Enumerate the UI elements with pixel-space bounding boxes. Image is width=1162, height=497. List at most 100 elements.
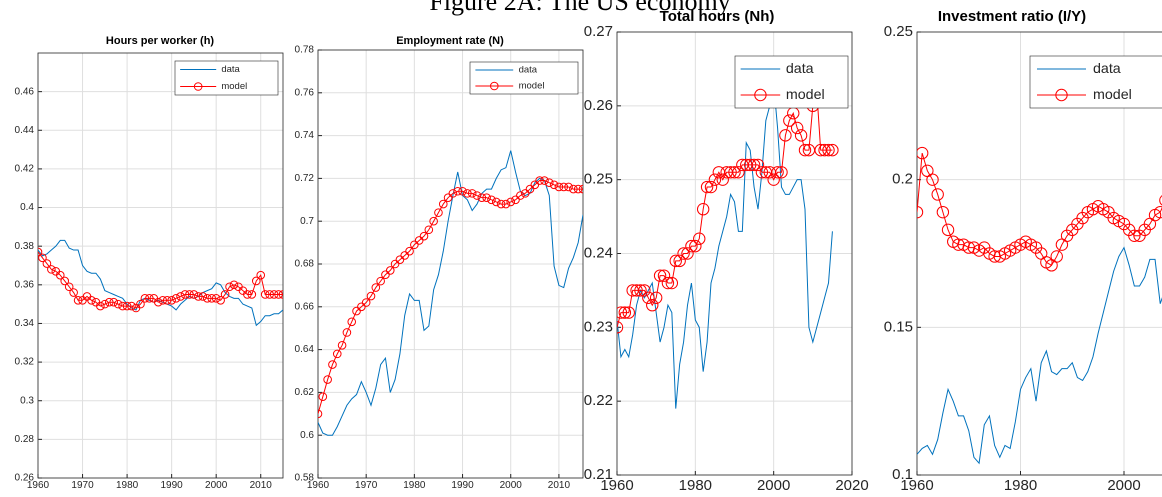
figure-title: Figure 2A: The US economy xyxy=(429,0,730,16)
series-marker xyxy=(118,301,127,311)
series-layer xyxy=(38,239,283,327)
series-marker xyxy=(818,143,831,157)
series-marker xyxy=(243,290,252,299)
series-marker xyxy=(926,173,939,186)
series-marker xyxy=(176,292,185,301)
series-marker xyxy=(530,180,540,190)
series-marker xyxy=(747,158,761,172)
series-marker xyxy=(689,239,702,253)
y-tick-label: 0.7 xyxy=(300,216,314,227)
series-marker xyxy=(790,121,804,135)
y-tick-label: 0.74 xyxy=(295,130,315,141)
y-tick-label: 0.44 xyxy=(15,125,35,136)
series-marker xyxy=(511,195,520,205)
series-marker xyxy=(328,360,337,369)
series-marker xyxy=(434,208,443,217)
y-tick-label: 0.38 xyxy=(15,241,35,252)
series-marker xyxy=(400,251,410,260)
y-tick-label: 0.42 xyxy=(15,164,35,175)
legend-label: data xyxy=(519,65,538,76)
series-marker xyxy=(525,184,535,194)
series-marker xyxy=(728,166,741,179)
legend-box xyxy=(174,60,279,96)
series-marker xyxy=(136,299,145,309)
series-marker xyxy=(371,283,381,292)
series-marker xyxy=(653,269,667,282)
series-marker xyxy=(779,129,792,142)
series-marker xyxy=(265,290,274,299)
legend-box xyxy=(469,61,579,95)
series-marker xyxy=(673,254,686,268)
x-tick-label: 2000 xyxy=(500,480,523,491)
series-marker xyxy=(202,294,212,303)
legend-label: data xyxy=(221,64,240,75)
series-marker xyxy=(573,184,583,194)
series-marker xyxy=(685,239,698,253)
series-marker xyxy=(109,297,119,307)
series-marker xyxy=(251,276,261,286)
series-line xyxy=(917,246,1162,465)
series-marker xyxy=(467,189,477,198)
series-marker xyxy=(693,232,706,245)
series-marker xyxy=(207,294,217,303)
axes-box xyxy=(317,49,584,479)
y-tick-label: 0.6 xyxy=(300,430,314,441)
legend-marker xyxy=(193,82,203,91)
x-tick-label: 1990 xyxy=(451,480,474,491)
x-tick-label: 2000 xyxy=(757,477,790,494)
series-marker xyxy=(458,186,467,196)
y-tick-label: 0.28 xyxy=(15,434,35,445)
series-marker xyxy=(211,294,221,303)
series-marker xyxy=(414,236,424,245)
series-layer xyxy=(318,150,583,436)
series-marker xyxy=(638,284,651,297)
x-tick-label: 2020 xyxy=(835,477,868,494)
series-marker xyxy=(405,246,414,256)
series-marker xyxy=(167,295,176,305)
series-marker xyxy=(549,180,559,190)
series-marker xyxy=(347,317,357,327)
series-marker xyxy=(617,306,628,319)
series-marker xyxy=(564,182,573,192)
x-tick-label: 1970 xyxy=(355,480,378,491)
x-tick-label: 1980 xyxy=(679,477,712,494)
series-marker xyxy=(569,184,578,194)
series-marker xyxy=(1050,250,1063,263)
series-marker xyxy=(55,270,65,280)
series-marker xyxy=(269,290,279,299)
series-marker xyxy=(696,203,710,216)
series-marker xyxy=(618,306,632,319)
series-marker xyxy=(113,299,123,309)
series-marker xyxy=(661,276,675,290)
series-marker xyxy=(424,225,434,235)
series-marker xyxy=(104,297,114,307)
series-line xyxy=(318,180,583,414)
series-marker xyxy=(826,143,839,157)
legend-label: model xyxy=(221,81,247,92)
series-marker xyxy=(783,114,796,127)
series-marker xyxy=(540,176,549,185)
series-marker xyxy=(491,197,501,207)
series-marker xyxy=(410,240,419,250)
series-marker xyxy=(438,199,448,209)
plot-area xyxy=(38,53,283,478)
legend-marker xyxy=(490,81,499,91)
series-marker xyxy=(544,178,554,187)
chart: 0.58 0.6 0.62 0.64 0.66 0.68 0.7 0.72 0.74 0.76 0.… xyxy=(295,35,584,491)
series-marker xyxy=(260,290,270,299)
x-tick-label: 1960 xyxy=(600,477,633,494)
y-tick-label: 0.24 xyxy=(584,244,613,261)
y-tick-label: 0.68 xyxy=(295,259,315,270)
series-marker xyxy=(617,321,624,334)
y-tick-label: 0.15 xyxy=(884,318,913,335)
series-marker xyxy=(96,301,105,311)
series-marker xyxy=(38,247,43,257)
series-marker xyxy=(917,205,924,219)
series-marker xyxy=(681,247,694,260)
series-marker xyxy=(657,269,671,282)
series-marker xyxy=(751,158,765,172)
series-marker xyxy=(775,166,788,179)
series-marker xyxy=(73,295,83,305)
series-marker xyxy=(47,265,56,274)
series-marker xyxy=(487,195,496,205)
